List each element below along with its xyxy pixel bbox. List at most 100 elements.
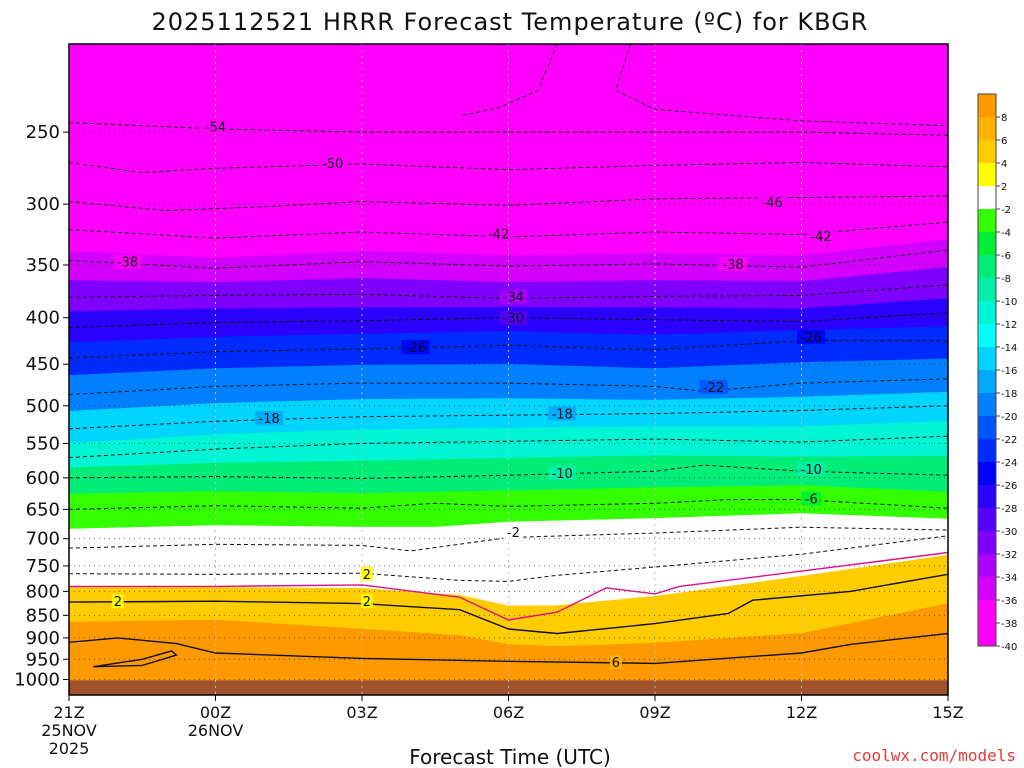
colorbar-label: -10 bbox=[1001, 297, 1017, 308]
isotherm-label-bg bbox=[503, 524, 524, 539]
isotherm-line bbox=[93, 650, 178, 668]
colorbar-swatch bbox=[978, 439, 996, 463]
isotherm-label-bg bbox=[807, 228, 836, 243]
colorbar-swatch bbox=[978, 393, 996, 417]
isotherm-label-bg bbox=[255, 411, 284, 426]
isotherm-label: -10 bbox=[552, 467, 573, 482]
colorbar-label: -6 bbox=[1001, 251, 1011, 262]
x-tick-label: 26NOV bbox=[188, 721, 244, 740]
colorbar-swatch bbox=[978, 531, 996, 555]
y-tick-label: 850 bbox=[26, 605, 60, 626]
colorbar-label: 8 bbox=[1001, 113, 1007, 124]
colorbar-label: -20 bbox=[1001, 412, 1017, 423]
isotherm-label-bg bbox=[609, 654, 622, 669]
colorbar-swatch bbox=[978, 623, 996, 647]
isotherm-label: -2 bbox=[507, 526, 520, 541]
isotherm-line bbox=[69, 526, 948, 552]
isotherm-label: -18 bbox=[259, 412, 280, 427]
colorbar-label: 4 bbox=[1001, 159, 1007, 170]
isotherm-label: 2 bbox=[363, 568, 371, 583]
isotherm-label-bg bbox=[801, 491, 822, 506]
isotherm-label: -42 bbox=[488, 227, 509, 242]
colorbar-label: -2 bbox=[1001, 205, 1011, 216]
isotherm-label-bg bbox=[111, 594, 124, 609]
x-axis-label: Forecast Time (UTC) bbox=[409, 745, 611, 768]
colorbar: 8 6 4 2 -2 -4 -6 -8 -10 -12 -14 -16 -18 -20 -22 -24 -26 -… bbox=[977, 93, 1017, 653]
chart-title: 2025112521 HRRR Forecast Temperature (ºC… bbox=[152, 8, 869, 36]
isotherm-label-bg bbox=[360, 566, 373, 581]
isotherm-line bbox=[69, 464, 948, 480]
colorbar-swatch bbox=[978, 370, 996, 394]
colorbar-label: -34 bbox=[1001, 573, 1017, 584]
colorbar-label: -26 bbox=[1001, 481, 1017, 492]
x-tick-label: 00Z bbox=[200, 703, 231, 722]
colorbar-swatch bbox=[978, 554, 996, 578]
isotherm-label-bg bbox=[201, 119, 230, 134]
x-tick-label: 09Z bbox=[639, 703, 670, 722]
isotherm-label-bg bbox=[758, 194, 787, 209]
colorbar-swatch bbox=[978, 209, 996, 233]
pressure-axis: 2503003504004505005506006507007508008509… bbox=[14, 122, 69, 691]
freezing-line bbox=[69, 551, 948, 621]
colorbar-label: -14 bbox=[1001, 343, 1017, 354]
y-tick-label: 450 bbox=[26, 354, 60, 375]
isotherm-label: -30 bbox=[503, 312, 524, 327]
x-tick-label: 2025 bbox=[49, 739, 90, 758]
isotherm-label-bg bbox=[499, 289, 528, 304]
colorbar-label: -38 bbox=[1001, 619, 1017, 630]
x-tick-label: 12Z bbox=[786, 703, 817, 722]
isotherm-label: -38 bbox=[117, 256, 138, 271]
colorbar-swatch bbox=[978, 186, 996, 210]
y-tick-label: 800 bbox=[26, 581, 60, 602]
isotherm-label-bg bbox=[401, 340, 430, 355]
isotherm-label: -42 bbox=[810, 230, 831, 245]
y-tick-label: 400 bbox=[26, 308, 60, 329]
isotherm-label-bg bbox=[113, 254, 142, 269]
x-tick-label: 25NOV bbox=[41, 721, 97, 740]
isotherm-label-bg bbox=[360, 594, 373, 609]
y-tick-label: 250 bbox=[26, 122, 60, 143]
isotherm-label: -10 bbox=[801, 463, 822, 478]
isotherm-label-bg bbox=[797, 461, 826, 476]
colorbar-swatch bbox=[978, 577, 996, 601]
y-tick-label: 900 bbox=[26, 628, 60, 649]
colorbar-label: -32 bbox=[1001, 550, 1017, 561]
colorbar-label: -12 bbox=[1001, 320, 1017, 331]
x-tick-label: 06Z bbox=[493, 703, 524, 722]
colorbar-label: -22 bbox=[1001, 435, 1017, 446]
colorbar-label: -24 bbox=[1001, 458, 1017, 469]
y-tick-label: 600 bbox=[26, 468, 60, 489]
colorbar-swatch bbox=[978, 278, 996, 302]
isotherm-label: -46 bbox=[762, 196, 783, 211]
isotherm-label: -22 bbox=[703, 381, 724, 396]
colorbar-swatch bbox=[978, 232, 996, 256]
colorbar-swatch bbox=[978, 163, 996, 187]
colorbar-swatch bbox=[978, 485, 996, 509]
y-tick-label: 650 bbox=[26, 499, 60, 520]
isotherm-label: 2 bbox=[114, 595, 122, 610]
isotherm-label: -34 bbox=[503, 290, 524, 305]
x-tick-label: 21Z bbox=[53, 703, 84, 722]
colorbar-label: -4 bbox=[1001, 228, 1011, 239]
y-tick-label: 750 bbox=[26, 556, 60, 577]
colorbar-swatch bbox=[978, 347, 996, 371]
y-tick-label: 550 bbox=[26, 433, 60, 454]
y-tick-label: 950 bbox=[26, 649, 60, 670]
isotherm-label-bg bbox=[548, 465, 577, 480]
y-tick-label: 1000 bbox=[14, 670, 60, 691]
colorbar-label: -28 bbox=[1001, 504, 1017, 515]
isotherm-label-bg bbox=[719, 256, 748, 271]
y-tick-label: 300 bbox=[26, 194, 60, 215]
isotherm-label-bg bbox=[499, 310, 528, 325]
colorbar-swatch bbox=[978, 140, 996, 164]
x-tick-label: 15Z bbox=[932, 703, 963, 722]
colorbar-label: -8 bbox=[1001, 274, 1011, 285]
colorbar-swatch bbox=[978, 508, 996, 532]
isotherm-label: 6 bbox=[612, 656, 620, 671]
isotherm-label-bg bbox=[318, 155, 347, 170]
tropopause-line bbox=[615, 44, 948, 127]
credit-link[interactable]: coolwx.com/models bbox=[852, 746, 1016, 765]
grid-lines bbox=[69, 44, 948, 695]
